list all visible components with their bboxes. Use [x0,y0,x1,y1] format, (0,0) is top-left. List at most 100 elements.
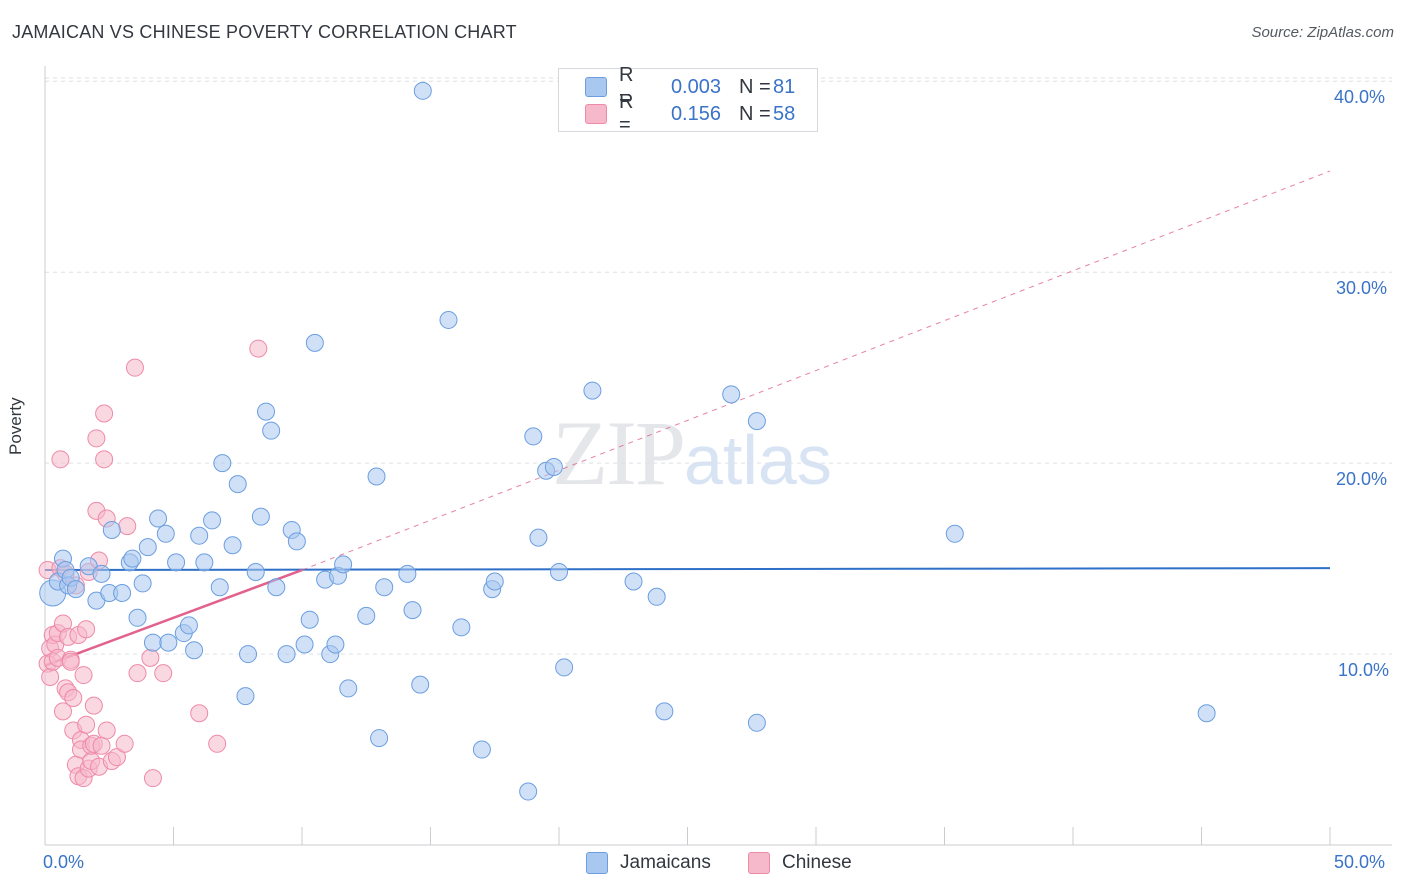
series-label-jamaicans: Jamaicans [620,852,711,873]
y-tick-label-20: 20.0% [1336,469,1388,489]
data-point-jamaicans [655,702,674,721]
data-point-jamaicans [300,610,319,629]
data-point-jamaicans [519,782,538,801]
data-point-chinese [107,748,126,767]
data-point-jamaicans [149,509,168,528]
y-tick-label-10: 10.0% [1338,660,1390,680]
data-point-jamaicans [251,507,270,526]
data-point-jamaicans [190,526,209,545]
data-point-jamaicans [257,402,276,421]
legend-n-value: 81 [773,75,796,98]
data-point-jamaicans [277,645,296,664]
data-point-chinese [41,667,60,686]
data-point-jamaicans [143,633,162,652]
data-point-jamaicans [167,553,186,572]
data-point-jamaicans [179,616,198,635]
data-point-jamaicans [66,580,85,599]
data-point-chinese [143,769,162,788]
data-point-jamaicans [529,528,548,547]
legend-swatch-jamaicans [585,77,607,97]
series-legend-jamaicans: Jamaicans [586,852,711,874]
legend-row-chinese: R = 0.156 N = 58 [585,91,796,136]
data-point-jamaicans [411,675,430,694]
data-points [38,81,1216,801]
chart-title: JAMAICAN VS CHINESE POVERTY CORRELATION … [12,22,517,42]
data-point-chinese [53,702,72,721]
data-point-jamaicans [439,310,458,329]
data-point-jamaicans [262,421,281,440]
y-tick-label-30: 30.0% [1336,278,1388,298]
data-point-jamaicans [370,729,389,748]
correlation-legend: R = 0.003 N = 81 R = 0.156 N = 58 [558,64,818,136]
data-point-jamaicans [398,564,417,583]
data-point-jamaicans [295,635,314,654]
data-point-jamaicans [647,587,666,606]
data-point-jamaicans [403,601,422,620]
series-label-chinese: Chinese [782,852,852,873]
data-point-jamaicans [544,457,563,476]
data-point-chinese [95,404,114,423]
x-tick-label-min: 0.0% [43,852,85,872]
data-point-jamaicans [747,713,766,732]
data-point-jamaicans [133,574,152,593]
data-point-jamaicans [156,524,175,543]
trend-line-jamaicans [44,567,1331,572]
legend-swatch-chinese [585,104,607,124]
data-point-jamaicans [228,475,247,494]
data-point-jamaicans [128,608,147,627]
data-point-jamaicans [138,538,157,557]
data-point-jamaicans [524,427,543,446]
y-tick-label-40: 40.0% [1334,87,1386,107]
data-point-jamaicans [203,511,222,530]
data-point-chinese [95,450,114,469]
source-note: Source: ZipAtlas.com [1251,24,1394,41]
data-point-jamaicans [334,555,353,574]
data-point-jamaicans [583,381,602,400]
data-point-chinese [77,620,96,639]
data-point-chinese [64,688,83,707]
data-point-jamaicans [367,467,386,486]
data-point-jamaicans [223,536,242,555]
data-point-chinese [87,429,106,448]
trend-line-chinese-extended [301,170,1331,571]
data-point-jamaicans [213,454,232,473]
data-point-jamaicans [722,385,741,404]
legend-row-jamaicans: R = 0.003 N = 81 [585,64,796,109]
y-axis-label: Poverty [6,397,25,455]
x-tick-label-max: 50.0% [1334,852,1386,872]
data-point-jamaicans [159,633,178,652]
data-point-chinese [97,721,116,740]
data-point-chinese [154,664,173,683]
legend-n-value: 58 [773,102,796,125]
legend-r-label: R = [619,91,634,136]
data-point-chinese [125,358,144,377]
legend-r-value: 0.003 [670,75,721,98]
legend-r-label: R = [619,64,634,109]
data-point-jamaicans [485,572,504,591]
watermark-atlas: atlas [684,421,832,499]
legend-n-label: N = [739,102,771,125]
data-point-jamaicans [375,578,394,597]
data-point-jamaicans [185,641,204,660]
watermark-zip: ZIP [552,402,686,504]
series-swatch-chinese [748,852,770,874]
series-legend: Jamaicans Chinese [0,852,1406,878]
data-point-jamaicans [287,532,306,551]
data-point-jamaicans [555,658,574,677]
data-point-chinese [61,652,80,671]
data-point-jamaicans [267,578,286,597]
series-swatch-jamaicans [586,852,608,874]
data-point-jamaicans [550,562,568,581]
data-point-chinese [115,734,134,753]
data-point-chinese [249,339,268,358]
data-point-jamaicans [113,583,132,602]
data-point-jamaicans [246,562,265,581]
data-point-chinese [190,704,209,723]
data-point-jamaicans [239,645,258,664]
data-point-jamaicans [624,572,643,591]
data-point-chinese [74,666,93,685]
series-legend-chinese: Chinese [748,852,852,874]
data-point-jamaicans [747,412,766,431]
data-point-jamaicans [472,740,491,759]
